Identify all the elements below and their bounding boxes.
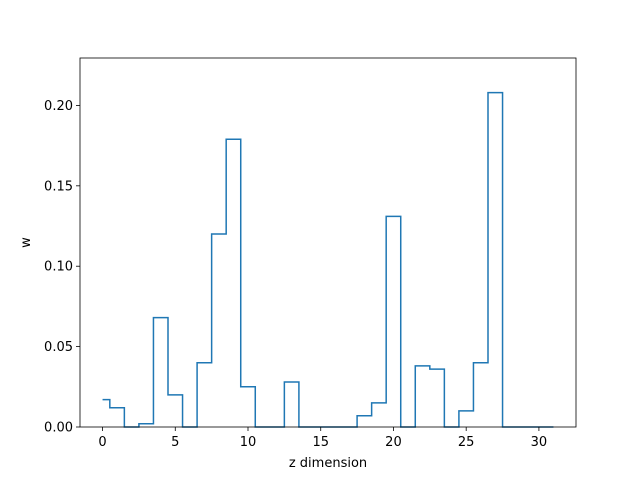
y-tick-label: 0.10: [44, 260, 73, 275]
y-tick-label: 0.20: [44, 99, 73, 114]
x-tick-label: 30: [531, 435, 548, 450]
x-tick-label: 25: [458, 435, 475, 450]
x-tick-label: 20: [385, 435, 402, 450]
axis-ticks: 0 5 10 15 20 25 30 0.00 0.05 0.10 0.15 0.20: [44, 99, 547, 450]
y-tick-label: 0.00: [44, 421, 73, 436]
plot-area: [79, 57, 577, 428]
y-axis-label: w: [19, 237, 34, 248]
y-tick-label: 0.05: [44, 340, 73, 355]
x-tick-label: 0: [98, 435, 106, 450]
x-tick-label: 5: [171, 435, 179, 450]
x-tick-label: 15: [312, 435, 329, 450]
y-tick-label: 0.15: [44, 179, 73, 194]
axes-frame: [79, 57, 577, 428]
x-axis-label: z dimension: [289, 456, 367, 471]
x-tick-label: 10: [240, 435, 257, 450]
